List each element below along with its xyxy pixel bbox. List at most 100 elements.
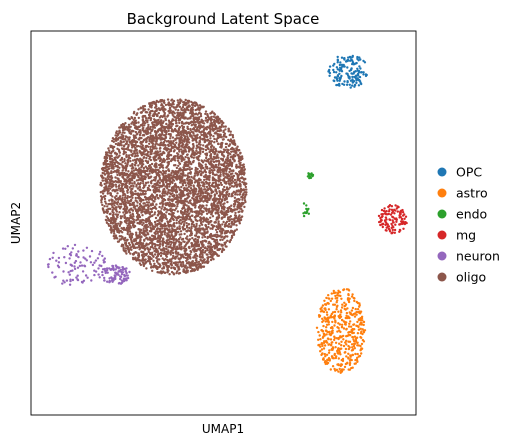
point-oligo bbox=[128, 202, 132, 205]
point-oligo bbox=[144, 247, 147, 250]
point-neuron bbox=[73, 243, 77, 247]
point-oligo bbox=[156, 232, 159, 235]
point-astro bbox=[335, 337, 339, 340]
point-oligo bbox=[170, 266, 173, 270]
point-oligo bbox=[149, 112, 152, 115]
point-oligo bbox=[189, 232, 193, 235]
point-astro bbox=[333, 338, 336, 342]
point-oligo bbox=[123, 198, 127, 201]
point-oligo bbox=[156, 119, 159, 122]
point-oligo bbox=[195, 242, 198, 246]
point-oligo bbox=[192, 142, 195, 146]
point-oligo bbox=[148, 142, 151, 145]
point-neuron bbox=[81, 270, 85, 273]
point-oligo bbox=[195, 130, 198, 133]
point-astro bbox=[340, 344, 343, 347]
point-astro bbox=[355, 358, 358, 361]
point-oligo bbox=[131, 182, 134, 185]
point-oligo bbox=[103, 182, 106, 186]
point-neuron bbox=[93, 261, 96, 264]
point-neuron bbox=[73, 265, 76, 268]
point-astro bbox=[324, 360, 327, 363]
point-neuron bbox=[46, 263, 50, 266]
point-oligo bbox=[124, 137, 127, 141]
point-oligo bbox=[132, 201, 136, 204]
point-oligo bbox=[128, 182, 131, 185]
point-oligo bbox=[131, 154, 134, 157]
point-oligo bbox=[142, 177, 145, 181]
point-oligo bbox=[141, 127, 144, 130]
point-OPC bbox=[349, 56, 352, 59]
point-astro bbox=[351, 348, 355, 351]
point-oligo bbox=[153, 211, 157, 214]
point-oligo bbox=[119, 140, 123, 143]
point-oligo bbox=[233, 178, 237, 182]
point-oligo bbox=[196, 174, 199, 177]
point-oligo bbox=[105, 215, 108, 218]
point-astro bbox=[320, 348, 324, 351]
point-neuron bbox=[84, 257, 87, 260]
point-astro bbox=[347, 315, 350, 318]
point-endo bbox=[309, 176, 313, 180]
point-oligo bbox=[244, 185, 247, 189]
point-endo bbox=[302, 202, 306, 205]
point-astro bbox=[328, 359, 331, 362]
point-oligo bbox=[200, 133, 203, 137]
point-oligo bbox=[153, 126, 157, 129]
point-mg bbox=[383, 207, 386, 210]
point-oligo bbox=[126, 232, 129, 236]
point-OPC bbox=[335, 71, 338, 74]
point-neuron bbox=[75, 254, 78, 257]
point-oligo bbox=[216, 153, 219, 156]
point-neuron bbox=[114, 271, 118, 274]
point-oligo bbox=[195, 224, 198, 228]
point-neuron bbox=[124, 269, 128, 273]
point-astro bbox=[344, 351, 347, 354]
point-oligo bbox=[104, 202, 108, 205]
point-oligo bbox=[198, 224, 201, 227]
point-oligo bbox=[207, 197, 211, 200]
point-oligo bbox=[168, 245, 172, 248]
point-mg bbox=[391, 224, 394, 227]
point-astro bbox=[356, 332, 360, 335]
point-astro bbox=[319, 338, 322, 341]
point-oligo bbox=[224, 160, 227, 163]
point-oligo bbox=[206, 194, 209, 197]
point-oligo bbox=[101, 190, 104, 193]
point-neuron bbox=[91, 263, 95, 267]
point-oligo bbox=[158, 147, 162, 150]
point-oligo bbox=[227, 127, 230, 131]
point-oligo bbox=[185, 222, 188, 225]
point-astro bbox=[338, 367, 341, 371]
point-astro bbox=[325, 333, 328, 336]
point-astro bbox=[321, 309, 324, 312]
point-oligo bbox=[205, 227, 208, 230]
point-oligo bbox=[191, 210, 194, 213]
point-oligo bbox=[177, 247, 181, 250]
point-oligo bbox=[215, 198, 218, 201]
scatter-points bbox=[46, 54, 408, 374]
point-astro bbox=[350, 343, 354, 346]
point-oligo bbox=[153, 221, 157, 224]
point-astro bbox=[332, 289, 335, 293]
point-oligo bbox=[187, 261, 190, 264]
point-oligo bbox=[180, 233, 183, 236]
point-astro bbox=[349, 312, 352, 316]
point-neuron bbox=[100, 264, 103, 268]
point-oligo bbox=[238, 210, 241, 213]
point-neuron bbox=[73, 261, 77, 264]
point-oligo bbox=[172, 251, 175, 255]
point-astro bbox=[338, 315, 341, 319]
point-astro bbox=[360, 336, 363, 339]
point-OPC bbox=[332, 68, 335, 72]
point-oligo bbox=[134, 161, 137, 164]
point-neuron bbox=[120, 279, 124, 282]
point-astro bbox=[360, 323, 363, 326]
point-OPC bbox=[342, 65, 345, 68]
point-oligo bbox=[192, 184, 195, 187]
point-oligo bbox=[112, 230, 116, 233]
point-oligo bbox=[185, 146, 188, 149]
point-mg bbox=[394, 223, 397, 226]
point-OPC bbox=[342, 57, 346, 60]
point-oligo bbox=[201, 150, 205, 154]
